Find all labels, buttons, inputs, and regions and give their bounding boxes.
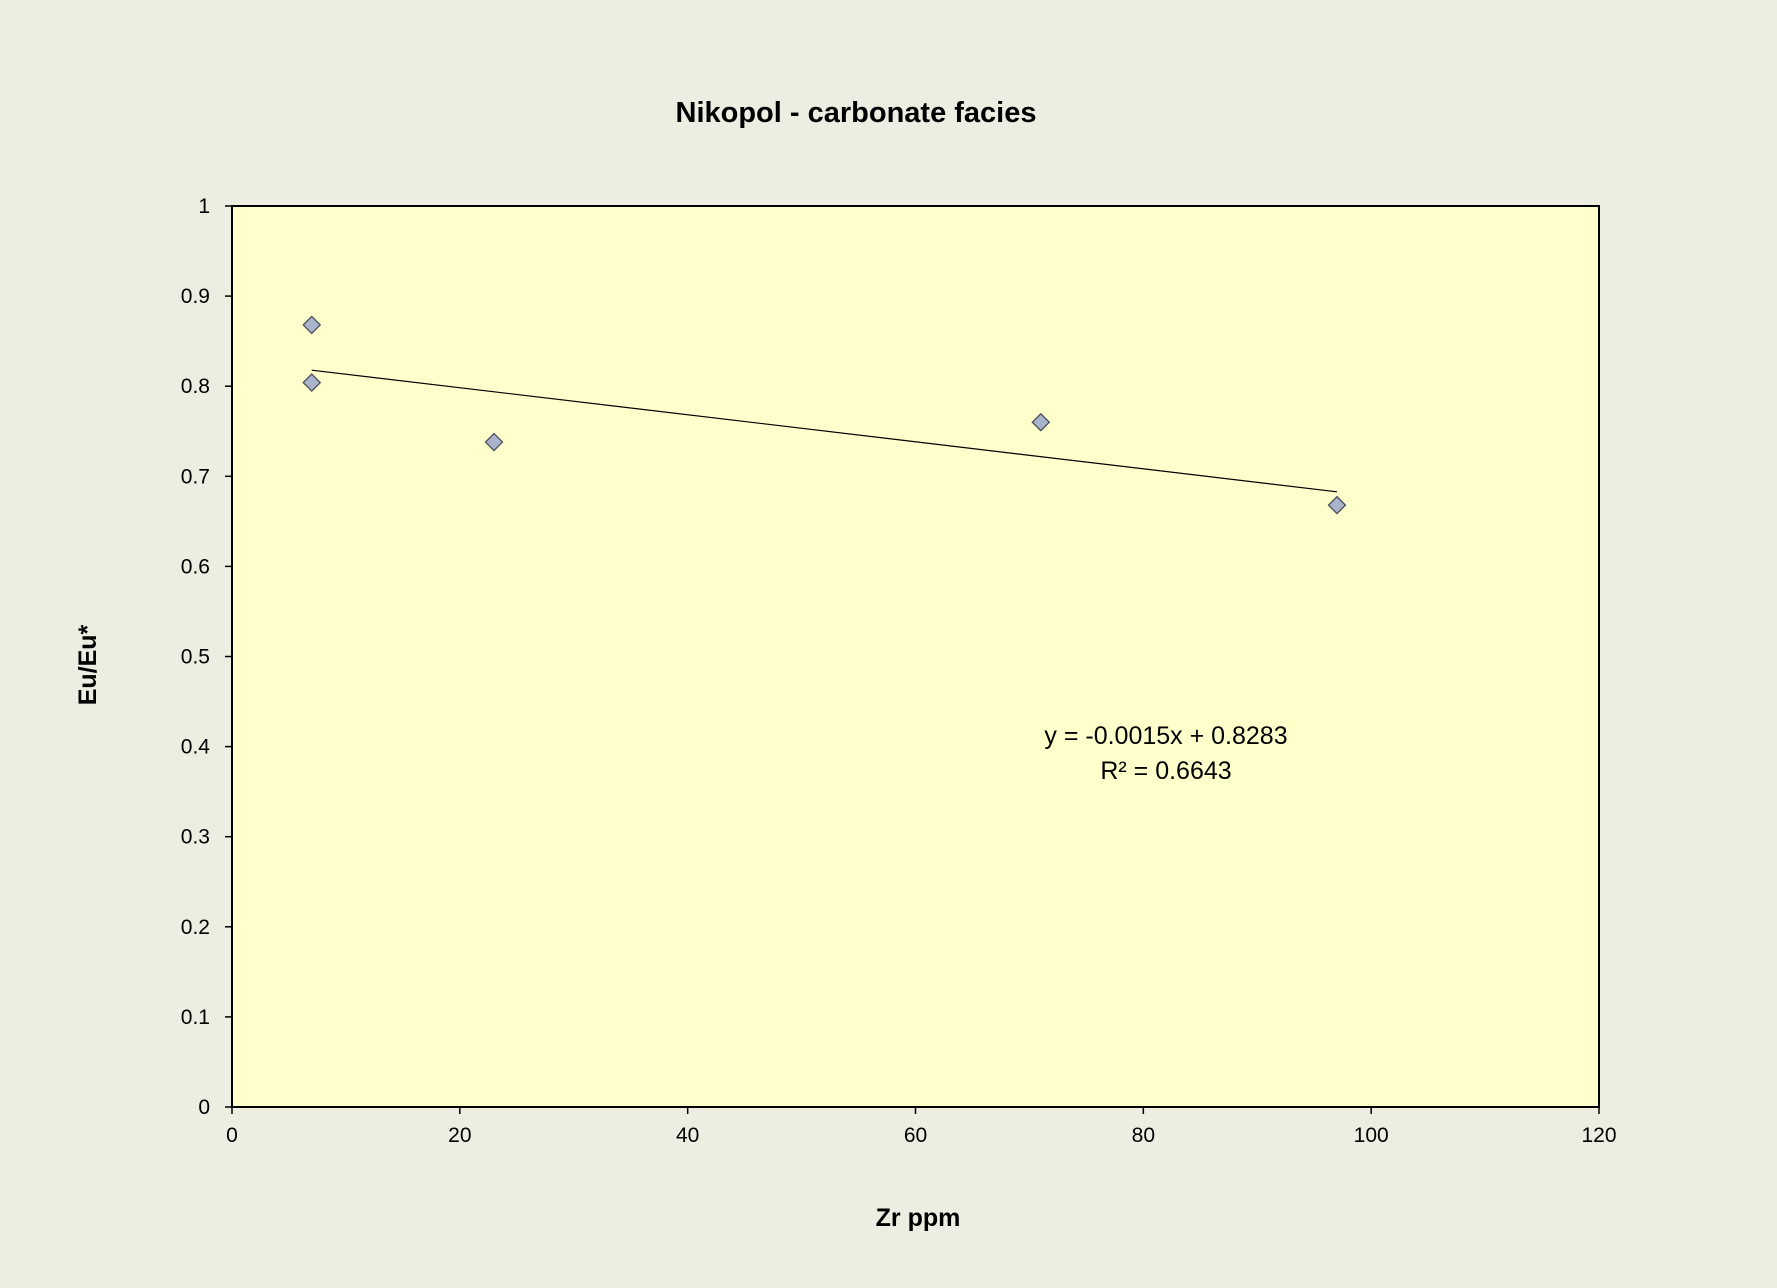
y-tick-label: 0.8 <box>181 375 210 398</box>
x-tick-label: 80 <box>1132 1124 1155 1147</box>
data-point <box>302 373 322 393</box>
y-tick-label: 0 <box>198 1096 210 1119</box>
y-tick-label: 0.3 <box>181 826 210 849</box>
data-point <box>302 315 322 335</box>
x-axis-title: Zr ppm <box>876 1204 961 1232</box>
plot-area <box>231 205 1600 1108</box>
y-axis-title: Eu/Eu* <box>74 624 102 705</box>
y-tick-label: 0.2 <box>181 916 210 939</box>
y-tick-label: 0.4 <box>181 736 211 759</box>
trendline-r-squared: R² = 0.6643 <box>1100 757 1231 785</box>
y-tick-label: 1 <box>198 195 210 218</box>
x-tick-label: 40 <box>676 1124 699 1147</box>
y-tick-label: 0.6 <box>181 555 210 578</box>
x-tick-label: 0 <box>226 1124 238 1147</box>
y-tick-label: 0.1 <box>181 1006 210 1029</box>
y-tick-label: 0.9 <box>181 285 210 308</box>
trendline <box>311 369 1338 493</box>
data-point <box>484 432 504 452</box>
x-axis: 0 20 40 60 80 100 120 <box>226 1107 1617 1147</box>
x-tick-label: 100 <box>1354 1124 1389 1147</box>
y-axis: 0 0.1 0.2 0.3 0.4 0.5 0.6 0.7 0.8 0.9 1 <box>181 195 232 1119</box>
x-tick-label: 20 <box>448 1124 471 1147</box>
x-tick-label: 120 <box>1581 1124 1616 1147</box>
data-point <box>1327 495 1347 515</box>
y-tick-label: 0.7 <box>181 465 210 488</box>
data-points <box>302 315 1347 515</box>
y-tick-label: 0.5 <box>181 646 210 669</box>
data-point <box>1031 412 1051 432</box>
trendline-equation: y = -0.0015x + 0.8283 <box>1044 722 1287 750</box>
x-tick-label: 60 <box>904 1124 927 1147</box>
chart-title: Nikopol - carbonate facies <box>676 97 1037 129</box>
